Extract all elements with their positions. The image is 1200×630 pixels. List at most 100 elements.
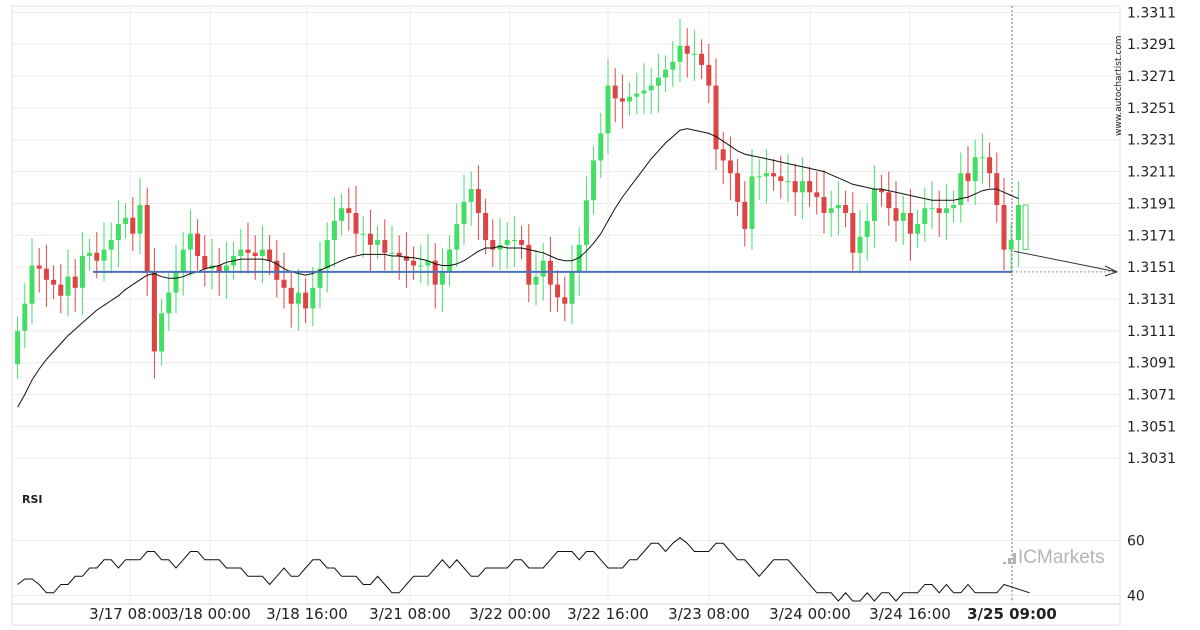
bullish-candle xyxy=(238,249,244,256)
bullish-candle xyxy=(958,173,964,206)
bullish-candle xyxy=(569,271,575,304)
time-tick-label: 3/22 16:00 xyxy=(567,605,649,623)
bearish-candle xyxy=(886,192,892,209)
price-tick-label: 1.3251 xyxy=(1127,101,1176,117)
price-tick-label: 1.3271 xyxy=(1127,69,1176,85)
bearish-candle xyxy=(907,212,913,234)
bearish-candle xyxy=(216,265,222,272)
bullish-candle xyxy=(15,330,21,365)
bearish-candle xyxy=(303,292,309,309)
bearish-candle xyxy=(807,181,813,193)
price-tick-label: 1.3131 xyxy=(1127,292,1176,308)
bearish-candle xyxy=(699,53,705,65)
bullish-candle xyxy=(641,90,647,94)
time-tick-label: 3/25 09:00 xyxy=(967,605,1057,623)
bearish-candle xyxy=(965,173,971,182)
bullish-candle xyxy=(447,249,453,272)
watermark-text: www.autochartist.com xyxy=(1114,35,1124,136)
bullish-candle xyxy=(785,181,791,183)
bearish-candle xyxy=(562,297,568,304)
bullish-candle xyxy=(763,173,769,177)
bullish-candle xyxy=(360,233,366,235)
bearish-candle xyxy=(814,192,820,198)
bearish-candle xyxy=(987,157,993,174)
bullish-candle xyxy=(677,45,683,62)
rsi-line xyxy=(17,537,1030,602)
bullish-candle xyxy=(137,205,143,234)
bullish-candle xyxy=(317,268,323,288)
time-tick-label: 3/24 00:00 xyxy=(769,605,851,623)
bullish-candle xyxy=(497,244,503,250)
bullish-candle xyxy=(87,252,93,256)
bullish-candle xyxy=(943,208,949,213)
bullish-candle xyxy=(972,157,978,182)
bearish-candle xyxy=(1001,205,1007,250)
bullish-candle xyxy=(173,271,179,293)
bullish-candle xyxy=(223,265,229,272)
bearish-candle xyxy=(144,205,150,272)
bearish-candle xyxy=(43,268,49,280)
bearish-candle xyxy=(526,244,532,285)
bullish-candle xyxy=(663,69,669,78)
bearish-candle xyxy=(727,160,733,174)
bullish-candle xyxy=(418,265,424,267)
time-tick-label: 3/17 08:00 xyxy=(89,605,171,623)
bearish-candle xyxy=(519,240,525,245)
brand-logo: ICMarkets xyxy=(1003,547,1105,568)
bearish-candle xyxy=(778,176,784,182)
bullish-candle xyxy=(648,85,654,91)
bearish-candle xyxy=(346,208,352,213)
bullish-candle xyxy=(504,240,510,245)
bearish-candle xyxy=(36,265,42,269)
bearish-candle xyxy=(612,85,618,99)
time-tick-label: 3/18 00:00 xyxy=(169,605,251,623)
bullish-candle xyxy=(533,276,539,285)
bearish-candle xyxy=(202,255,208,269)
bearish-candle xyxy=(684,45,690,54)
bullish-candle xyxy=(65,276,71,296)
bearish-candle xyxy=(893,208,899,221)
bearish-candle xyxy=(353,212,359,234)
bullish-candle xyxy=(634,93,640,97)
bullish-candle xyxy=(655,77,661,86)
bearish-candle xyxy=(94,252,100,261)
bearish-candle xyxy=(821,197,827,213)
bullish-candle xyxy=(576,244,582,272)
bearish-candle xyxy=(619,98,625,102)
bullish-candle xyxy=(461,201,467,225)
price-tick-label: 1.3311 xyxy=(1127,5,1176,21)
bearish-candle xyxy=(367,233,373,245)
bullish-candle xyxy=(828,208,834,213)
bearish-candle xyxy=(483,212,489,241)
bullish-candle xyxy=(29,265,35,304)
bullish-candle xyxy=(864,220,870,237)
bullish-candle xyxy=(598,133,604,161)
bearish-candle xyxy=(706,64,712,86)
bullish-candle xyxy=(375,240,381,245)
time-tick-label: 3/18 16:00 xyxy=(266,605,348,623)
bearish-candle xyxy=(735,173,741,202)
bearish-candle xyxy=(713,85,719,150)
bearish-candle xyxy=(403,255,409,261)
bearish-candle xyxy=(252,252,258,256)
bullish-candle xyxy=(389,252,395,254)
bullish-candle xyxy=(108,240,114,250)
price-tick-label: 1.3171 xyxy=(1127,228,1176,244)
bearish-candle xyxy=(771,173,777,177)
bullish-candle xyxy=(1015,205,1021,241)
bullish-candle xyxy=(900,212,906,221)
price-tick-label: 1.3191 xyxy=(1127,196,1176,212)
rsi-tick-label: 40 xyxy=(1127,589,1145,605)
bullish-candle xyxy=(339,208,345,221)
bullish-candle xyxy=(454,224,460,250)
price-tick-label: 1.3071 xyxy=(1127,387,1176,403)
time-tick-label: 3/24 16:00 xyxy=(869,605,951,623)
price-tick-label: 1.3231 xyxy=(1127,133,1176,149)
brand-logo-bar xyxy=(1008,558,1011,564)
price-tick-label: 1.3031 xyxy=(1127,451,1176,467)
bullish-candle xyxy=(871,189,877,221)
price-tick-label: 1.3151 xyxy=(1127,260,1176,276)
bullish-candle xyxy=(915,224,921,234)
price-tick-label: 1.3111 xyxy=(1127,324,1176,340)
bearish-candle xyxy=(475,189,481,213)
